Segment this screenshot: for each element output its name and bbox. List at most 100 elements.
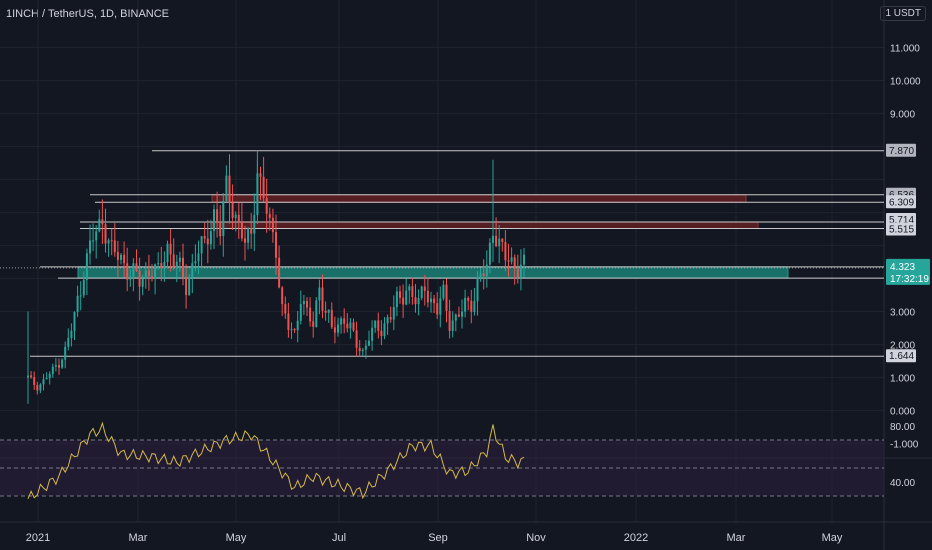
candle-body [70,330,73,339]
candle-body [392,307,395,320]
price-tick-label: 1.000 [890,374,915,385]
candle-body [284,304,287,314]
candle-body [250,228,253,234]
candle-body [309,307,312,322]
rsi-line [27,421,525,500]
candle-body [402,297,405,305]
candle-body [426,290,429,303]
price-badge [886,195,916,209]
price-badge-label: 6.309 [889,197,914,208]
candle-body [101,219,104,225]
candle-body [436,303,439,315]
candle-body [337,324,339,333]
rsi-tick-label: 40.00 [890,478,915,489]
candle-body [414,297,417,305]
symbol-title: 1INCH / TetherUS, 1D, BINANCE [6,8,170,20]
candle-body [482,273,485,277]
candle-body [278,257,281,288]
candle-body [423,286,426,291]
resistance-zone [211,221,759,230]
price-tick-label: -1.000 [890,440,919,451]
candle-body [262,176,265,198]
candle-body [166,243,169,262]
candle-body [45,378,48,380]
candle-body [213,209,215,232]
candle-body [82,279,85,296]
candle-body [92,240,95,242]
candle-body [442,284,445,299]
candle-body [302,300,305,305]
candle-body [479,273,482,278]
candle-body [33,377,36,386]
candle-body [61,359,64,368]
candle-body [48,373,51,379]
candle-body [495,235,498,247]
candle-body [501,238,504,242]
candle-body [318,287,321,301]
candle-body [312,321,315,327]
candle-body [349,322,352,329]
candle-body [476,277,479,302]
candle-body [123,254,126,264]
time-tick-label: May [226,532,247,544]
candle-body [79,295,82,297]
time-axis[interactable]: 2021 Mar May Jul Sep Nov 2022 Mar May [26,532,843,544]
candle-body [296,320,299,331]
candle-body [430,298,432,303]
price-badge-label: 1.644 [889,351,914,362]
candle-body [355,330,358,348]
price-tick-label: 11.000 [890,44,920,55]
candle-body [386,317,389,324]
price-tick-label: 10.000 [890,77,921,88]
candle-body [399,291,401,298]
candle-body [439,298,442,315]
price-axis[interactable]: 11.000 10.000 9.000 3.000 2.000 1.000 0.000 -1.… [886,44,930,490]
candle-body [287,313,290,330]
candle-body [85,253,88,280]
currency-button[interactable]: 1 USDT [880,6,926,21]
candle-body [222,201,225,237]
price-tick-label: 9.000 [890,110,915,121]
candle-body [433,298,436,304]
candle-body [244,238,246,243]
candle-body [473,301,476,312]
price-tick-label: 0.000 [890,407,915,418]
candle-body [36,385,39,391]
candle-body [197,253,200,262]
candle-body [461,311,463,317]
candle-body [157,263,160,265]
candle-body [405,290,408,305]
candle-body [206,238,209,245]
price-badge-label: 7.870 [889,146,914,157]
candle-body [485,264,488,277]
candle-body [377,320,380,331]
candle-body [451,320,454,331]
candle-body [464,297,467,312]
candle-body [42,379,45,385]
candle-body [175,261,178,268]
candle-body [275,232,277,258]
candle-body [361,349,364,352]
candle-body [290,329,293,331]
candle-body [327,309,330,313]
candle-body [120,254,122,260]
candle-body [98,219,101,232]
price-tick-label: 2.000 [890,341,915,352]
candle-body [352,322,355,331]
candle-body [203,236,206,239]
candle-body [281,287,284,305]
candle-body [39,384,42,391]
candle-body [188,277,191,295]
candle-body [268,213,271,218]
candle-body [454,314,457,321]
candle-body [113,240,116,253]
price-badge-label: 5.714 [889,215,914,226]
candle-body [368,340,370,346]
candle-body [169,243,172,255]
candle-body [324,310,327,313]
time-tick-label: Mar [727,532,746,544]
candle-body [315,300,318,327]
candle-body [299,304,302,321]
candle-body [234,214,237,219]
